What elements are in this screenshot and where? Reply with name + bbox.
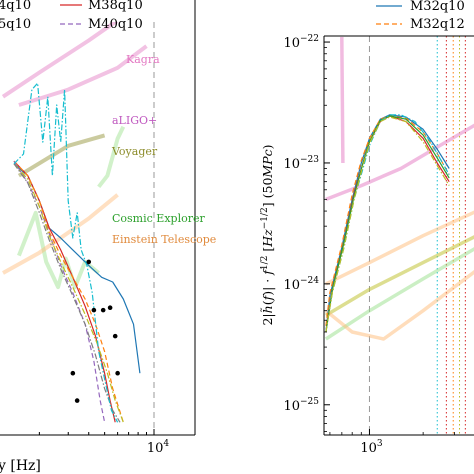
left-marker-7 xyxy=(86,259,92,265)
left-series-line-5 xyxy=(13,163,121,423)
left-marker-3 xyxy=(100,307,106,313)
right-series-line-4 xyxy=(325,114,450,333)
left-series-line-4 xyxy=(13,163,124,423)
left-legend-label-3: M40q10 xyxy=(88,17,143,32)
left-series-line-6 xyxy=(13,82,119,423)
right-y-tick-label-0: 10−22 xyxy=(283,34,319,51)
right-detector-curve-2 xyxy=(325,210,474,286)
right-series-line-3 xyxy=(325,115,450,333)
left-detector-curve-1 xyxy=(18,44,148,107)
left-legend-label-2: 5q10 xyxy=(0,17,31,32)
right-legend: M32q10 M32q12 xyxy=(376,0,465,32)
left-marker-1 xyxy=(74,398,80,403)
right-y-axis-label: 2|h̃(f)| · f1/2 [Hz−1/2] (50MPc) xyxy=(259,144,275,325)
left-x-tick-label-0: 104 xyxy=(147,439,170,456)
right-detector-curve-3 xyxy=(325,235,474,317)
left-detector-curve-4 xyxy=(17,210,100,290)
left-legend-label-0: 4q10 xyxy=(0,0,31,13)
left-series-line-2 xyxy=(13,160,124,423)
left-detector-label-1: aLIGO+ xyxy=(112,114,157,127)
left-detector-curve-5 xyxy=(2,193,119,275)
right-y-tick-label-3: 10−25 xyxy=(283,397,319,414)
right-series-line-5 xyxy=(325,116,450,333)
left-marker-4 xyxy=(107,305,113,311)
left-legend: 4q10 M38q10 5q10 M40q10 xyxy=(0,0,143,32)
left-series-line-3 xyxy=(13,160,106,423)
right-panel: 10−22 10−23 10−24 10−25 103 2|h̃(f)| · f1/2 [… xyxy=(259,0,474,456)
right-legend-label-1: M32q12 xyxy=(410,17,465,32)
left-plot-area xyxy=(1,22,155,435)
left-detector-label-4: Einstein Telescope xyxy=(112,233,216,246)
left-detector-label-0: Kagra xyxy=(126,53,160,66)
right-detector-curve-4 xyxy=(324,247,474,341)
left-legend-label-1: M38q10 xyxy=(88,0,143,13)
left-series-line-1 xyxy=(13,160,116,423)
right-y-tick-label-1: 10−23 xyxy=(283,155,319,172)
left-marker-0 xyxy=(70,370,76,376)
right-x-tick-label-0: 103 xyxy=(360,439,383,456)
right-plot-area xyxy=(324,36,474,435)
left-marker-5 xyxy=(112,333,118,339)
right-detector-curve-5 xyxy=(324,270,474,341)
left-detector-label-3: Cosmic Explorer xyxy=(112,212,205,225)
left-detector-label-2: Voyager xyxy=(111,145,158,158)
left-panel: 104 y [Hz] 4q10 M38q10 5q10 M40q10 Kagra aLIGO+… xyxy=(0,0,216,474)
left-detector-curve-0 xyxy=(1,22,119,99)
left-x-axis-label: y [Hz] xyxy=(0,458,41,474)
right-detector-curve-0 xyxy=(325,123,474,202)
right-legend-label-0: M32q10 xyxy=(410,0,465,14)
left-detector-curve-2 xyxy=(17,133,106,178)
left-marker-6 xyxy=(115,370,120,376)
left-marker-2 xyxy=(91,307,97,313)
right-y-tick-label-2: 10−24 xyxy=(283,276,319,293)
left-detector-curve-3 xyxy=(97,125,126,189)
right-detector-curve-1 xyxy=(340,36,345,164)
